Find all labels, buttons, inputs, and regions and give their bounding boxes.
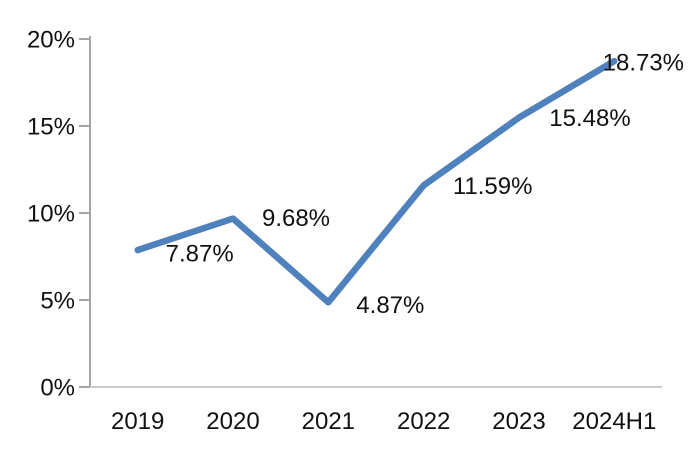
x-axis-category-label: 2019 xyxy=(111,408,164,435)
data-point-label: 18.73% xyxy=(603,50,684,77)
x-axis-category-label: 2023 xyxy=(492,408,545,435)
x-axis-category-label: 2020 xyxy=(206,408,259,435)
y-axis-tick-label: 0% xyxy=(40,375,75,402)
data-point-label: 7.87% xyxy=(166,241,234,268)
y-axis-tick-label: 20% xyxy=(27,27,75,54)
y-axis-tick-label: 15% xyxy=(27,114,75,141)
x-axis-category-label: 2022 xyxy=(397,408,450,435)
y-axis-tick-label: 10% xyxy=(27,201,75,228)
data-point-label: 11.59% xyxy=(453,173,533,200)
x-axis-category-label: 2021 xyxy=(302,408,355,435)
series-line xyxy=(134,57,618,306)
y-axis-tick-label: 5% xyxy=(40,288,75,315)
x-axis-category-label: 2024H1 xyxy=(572,408,656,435)
data-point-label: 4.87% xyxy=(356,292,424,319)
data-point-label: 9.68% xyxy=(262,205,330,232)
data-point-label: 15.48% xyxy=(549,105,630,132)
